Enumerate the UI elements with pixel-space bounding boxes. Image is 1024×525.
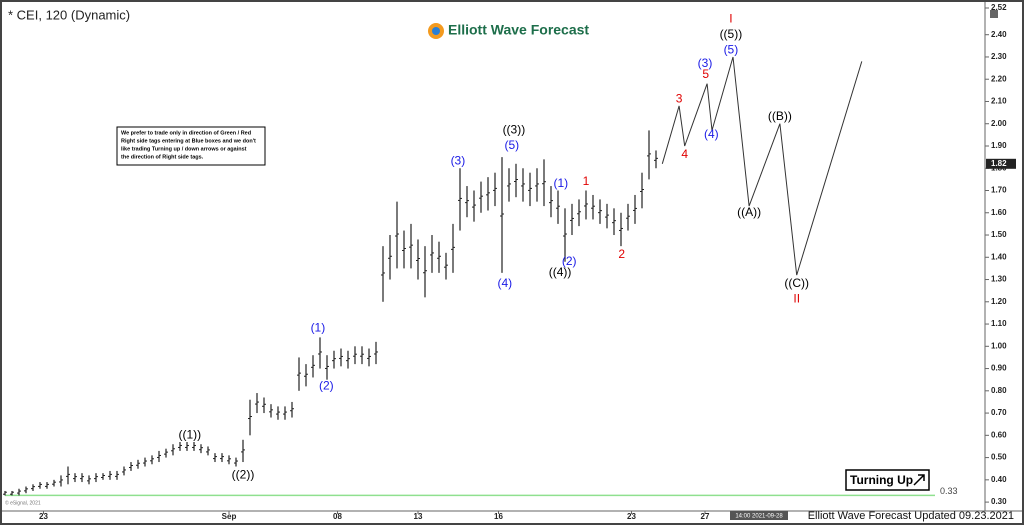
wave-label: ((C)) [784,276,809,290]
y-tick-label: 2.52 [991,3,1007,12]
scale-icon [990,10,998,18]
wave-label: (3) [451,154,466,168]
wave-label: I [729,11,732,25]
x-tick-label: 23 [39,512,48,521]
wave-label: (5) [504,138,519,152]
wave-label: (5) [724,42,739,56]
y-tick-label: 2.10 [991,97,1007,106]
wave-label: (2) [562,254,577,268]
y-tick-label: 0.70 [991,408,1007,417]
y-tick-label: 1.60 [991,208,1007,217]
level-label: 0.33 [940,486,958,496]
y-tick-label: 1.10 [991,319,1007,328]
wave-label: II [793,292,800,306]
x-tick-label: 23 [627,512,636,521]
wave-label: 5 [702,67,709,81]
y-tick-label: 2.30 [991,52,1007,61]
x-tick-label: 13 [414,512,423,521]
projection-line [661,56,863,276]
y-tick-label: 1.00 [991,341,1007,350]
copyright: © eSignal, 2021 [5,499,41,506]
y-tick-label: 2.20 [991,74,1007,83]
wave-label: (4) [704,127,719,141]
wave-label: ((5)) [720,27,743,41]
y-tick-label: 0.60 [991,430,1007,439]
wave-label: ((1)) [178,427,201,441]
turning-up-button [845,469,930,491]
wave-label: (4) [497,276,512,290]
wave-label: 3 [676,91,683,105]
last-price-box [986,158,1016,169]
y-tick-label: 2.00 [991,119,1007,128]
y-tick-label: 1.20 [991,297,1007,306]
x-tick-label: 27 [701,512,710,521]
footer: Elliott Wave Forecast Updated 09.23.2021 [808,510,1014,522]
cursor-time: 14:00 2021-09-28 [735,514,783,520]
y-tick-label: 2.40 [991,30,1007,39]
y-tick-label: 1.30 [991,275,1007,284]
y-tick-label: 0.80 [991,386,1007,395]
logo-text: Elliott Wave Forecast [448,22,589,38]
note-line: the direction of Right side tags. [121,154,204,160]
x-tick-label: 16 [494,512,503,521]
wave-label: ((2)) [232,468,255,482]
wave-label: ((4)) [549,265,572,279]
last-price-label: 1.82 [991,159,1007,168]
arrow-icon [913,474,925,486]
wave-label: (3) [698,56,713,70]
wave-label: ((3)) [503,123,526,137]
y-tick-label: 1.40 [991,252,1007,261]
wave-label: (1) [553,176,568,190]
wave-label: ((A)) [737,205,761,219]
cursor-time-box [730,511,788,520]
wave-label: ((B)) [768,109,792,123]
y-tick-label: 1.70 [991,186,1007,195]
x-tick-label: Sep [222,512,237,521]
x-tick-label: 08 [333,512,342,521]
y-tick-label: 0.40 [991,475,1007,484]
y-tick-label: 0.30 [991,497,1007,506]
wave-label: 1 [583,174,590,188]
wave-label: (1) [311,321,326,335]
button-text: Turning Up [850,473,913,487]
y-tick-label: 0.90 [991,364,1007,373]
note-line: We prefer to trade only in direction of … [121,130,251,136]
wave-label: 2 [618,247,625,261]
note-box [116,126,266,166]
logo: Elliott Wave Forecast [428,22,589,39]
logo-icon [432,27,440,35]
y-tick-label: 1.90 [991,141,1007,150]
y-tick-label: 1.50 [991,230,1007,239]
note-line: like trading Turning up / down arrows or… [121,146,247,152]
wave-label: 4 [681,147,688,161]
y-tick-label: 0.50 [991,453,1007,462]
chart-title: * CEI, 120 (Dynamic) [8,7,130,22]
wave-label: (2) [319,379,334,393]
note-line: Right side tags entering at Blue boxes a… [121,138,256,144]
